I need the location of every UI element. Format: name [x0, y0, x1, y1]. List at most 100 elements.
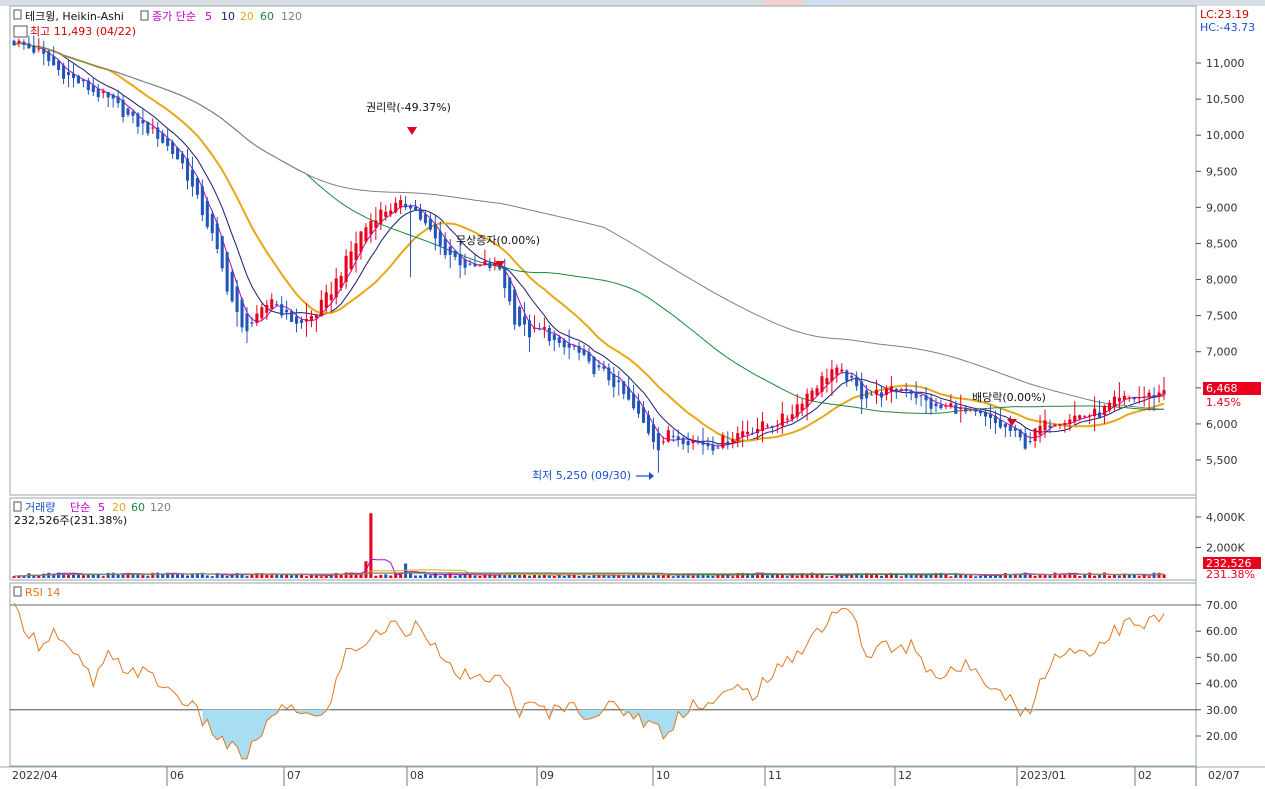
volume-bar: [914, 574, 918, 578]
volume-bar: [409, 573, 413, 578]
volume-bar: [622, 574, 626, 578]
volume-bar: [765, 575, 769, 578]
candle-body: [180, 153, 185, 164]
candle-body: [676, 436, 680, 440]
volume-bar: [230, 575, 234, 578]
candle-body: [1018, 429, 1022, 438]
candle-body: [428, 218, 432, 230]
event-bonus-arrow-icon: [495, 261, 505, 268]
ma-toggle-icon[interactable]: [140, 10, 149, 21]
volume-bar: [567, 573, 571, 578]
candle-body: [280, 304, 284, 316]
candle-body: [339, 275, 343, 288]
volume-legend-title: 거래량: [25, 501, 55, 514]
candle-body: [835, 367, 839, 376]
volume-bar: [572, 573, 576, 578]
volume-bar: [156, 572, 160, 578]
volume-bar: [116, 573, 120, 578]
price-tick-label: 5,500: [1206, 454, 1238, 467]
volume-bar: [537, 575, 541, 578]
volume-bars: [12, 513, 1166, 578]
rsi-legend-title: RSI 14: [25, 586, 60, 599]
candle-body: [1102, 405, 1107, 415]
candle-body: [166, 137, 170, 146]
volume-toggle-icon[interactable]: [13, 501, 22, 512]
candle-body: [984, 411, 988, 417]
volume-bar: [423, 573, 427, 578]
rsi-series: [13, 602, 1165, 760]
rsi-tick-label: 70.00: [1206, 599, 1238, 612]
volume-bar: [1043, 574, 1047, 578]
candle-body: [572, 345, 576, 347]
volume-bar: [1127, 574, 1131, 578]
candle-body: [176, 148, 180, 160]
candle-body: [399, 200, 403, 208]
volume-bar: [270, 573, 274, 578]
candle-body: [815, 388, 819, 396]
x-axis-label: 06: [170, 769, 184, 782]
volume-bar: [810, 572, 814, 578]
volume-bar: [815, 573, 819, 578]
candle-body: [820, 376, 824, 392]
volume-bar: [265, 574, 269, 578]
candle-body: [998, 419, 1002, 428]
candle-body: [587, 352, 591, 362]
volume-bar: [879, 575, 883, 578]
candle-body: [195, 178, 199, 195]
volume-bar: [874, 575, 879, 578]
top-strip-tab-blue[interactable]: [805, 0, 843, 5]
volume-bar: [1142, 574, 1146, 578]
candle-body: [384, 211, 388, 217]
price-tick-label: 10,000: [1206, 129, 1245, 142]
volume-bar: [91, 574, 95, 578]
candle-body: [855, 376, 859, 387]
candle-body: [1157, 392, 1161, 397]
candle-body: [785, 418, 789, 420]
volume-bar: [979, 576, 983, 578]
volume-bar: [924, 575, 928, 578]
volume-bar: [1073, 573, 1077, 578]
rsi-toggle-icon[interactable]: [13, 586, 22, 597]
volume-bar: [225, 575, 229, 578]
top-strip-tab-red[interactable]: [764, 0, 802, 5]
volume-bar: [701, 573, 705, 578]
candle-body: [825, 378, 829, 385]
candle-body: [775, 425, 779, 427]
volume-bar: [904, 574, 908, 578]
candle-body: [939, 404, 943, 409]
volume-bar: [1083, 574, 1087, 578]
volume-bar: [86, 573, 90, 578]
volume-bar: [81, 575, 85, 578]
candle-body: [1063, 423, 1067, 425]
volume-bar: [180, 573, 185, 578]
volume-bar: [969, 575, 973, 578]
candle-body: [116, 96, 120, 104]
volume-bar: [1078, 576, 1082, 578]
volume-bar: [835, 574, 839, 578]
volume-bar: [661, 574, 665, 578]
ma-line-20: [13, 41, 1165, 442]
volume-bar: [1008, 574, 1012, 578]
panel-toggle-icon[interactable]: [13, 9, 22, 20]
volume-bar: [428, 575, 432, 578]
volume-bar: [741, 572, 745, 578]
event-rights-label: 권리락(-49.37%): [366, 101, 451, 114]
volume-bar: [483, 574, 487, 578]
grid-toggle-icon[interactable]: [13, 25, 28, 38]
candle-body: [161, 133, 165, 143]
candle-body: [790, 414, 794, 420]
candle-body: [111, 94, 115, 99]
candle-body: [1048, 425, 1052, 428]
volume-bar: [1102, 572, 1107, 578]
price-tick-label: 8,000: [1206, 274, 1238, 287]
candle-body: [215, 223, 219, 249]
volume-bar: [865, 573, 869, 578]
candle-body: [458, 253, 462, 266]
x-axis-label: 08: [410, 769, 424, 782]
low-arrow-icon: [649, 472, 654, 480]
volume-bar: [1098, 574, 1102, 578]
volume-bar: [746, 573, 750, 578]
volume-bar: [285, 574, 289, 578]
volume-bar: [96, 574, 100, 578]
volume-bar: [513, 574, 517, 578]
